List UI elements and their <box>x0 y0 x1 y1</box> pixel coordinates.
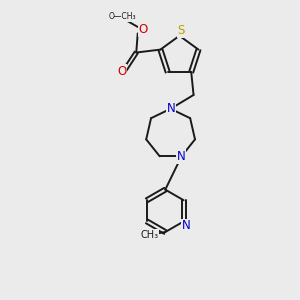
Text: N: N <box>182 219 191 232</box>
Text: N: N <box>176 150 185 163</box>
Text: N: N <box>167 102 176 115</box>
Text: CH₃: CH₃ <box>140 230 158 240</box>
Text: O: O <box>138 23 148 36</box>
Text: S: S <box>177 24 184 37</box>
Text: O—CH₃: O—CH₃ <box>108 12 136 21</box>
Text: O: O <box>117 64 126 78</box>
